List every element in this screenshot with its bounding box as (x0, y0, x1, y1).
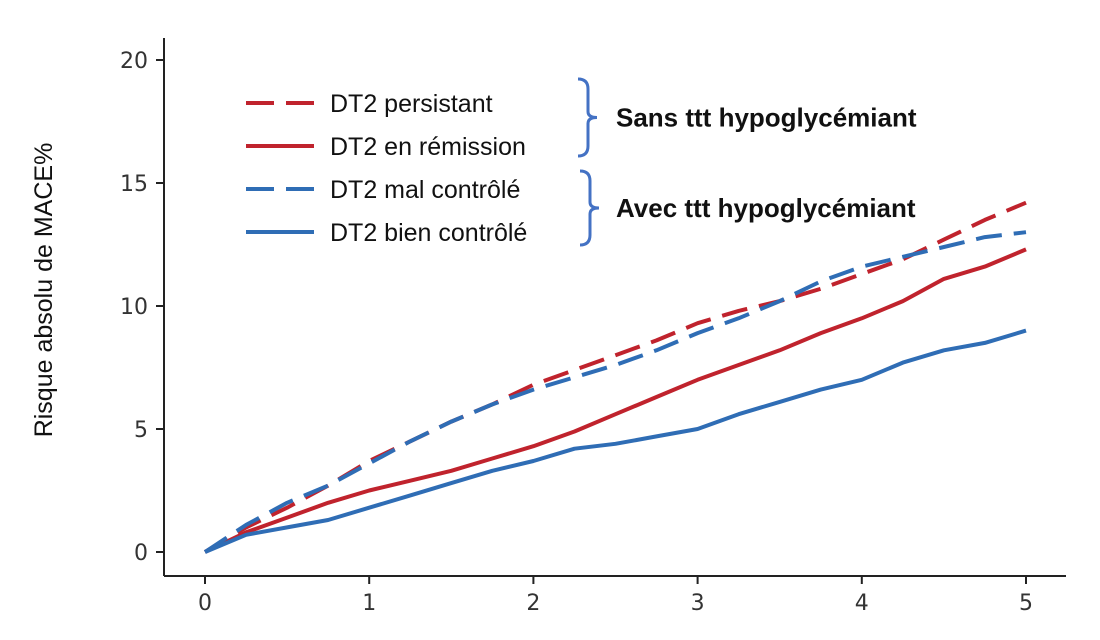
x-axis-ticks: 0 1 2 3 4 5 (198, 576, 1033, 616)
legend-label: DT2 mal contrôlé (330, 176, 520, 204)
legend-bracket (577, 77, 598, 158)
axes (163, 38, 1066, 577)
y-axis-title: Risque absolu de MACE% (30, 143, 58, 438)
series-line (204, 247, 1027, 554)
x-tick-label: 0 (198, 591, 212, 616)
legend-label: DT2 bien contrôlé (330, 219, 527, 247)
legend: DT2 persistant DT2 en rémission DT2 mal co… (246, 77, 917, 247)
series-line (204, 328, 1027, 554)
legend-label: DT2 en rémission (330, 133, 526, 161)
y-tick-label: 5 (134, 418, 148, 443)
legend-label: DT2 persistant (330, 90, 493, 118)
series-line (203, 230, 1027, 554)
legend-bracket (579, 169, 600, 247)
x-tick-label: 1 (362, 591, 376, 616)
x-tick-label: 2 (526, 591, 540, 616)
x-tick-label: 5 (1019, 591, 1033, 616)
y-tick-label: 15 (120, 172, 148, 197)
legend-group-label: Avec ttt hypoglycémiant (616, 193, 916, 223)
x-tick-label: 3 (691, 591, 705, 616)
series-lines (203, 200, 1027, 554)
x-tick-label: 4 (855, 591, 869, 616)
y-axis-ticks: 0 5 10 15 20 (120, 49, 164, 566)
y-tick-label: 20 (120, 49, 148, 74)
y-tick-label: 10 (120, 295, 148, 320)
legend-group-label: Sans ttt hypoglycémiant (616, 103, 917, 133)
y-tick-label: 0 (134, 541, 148, 566)
